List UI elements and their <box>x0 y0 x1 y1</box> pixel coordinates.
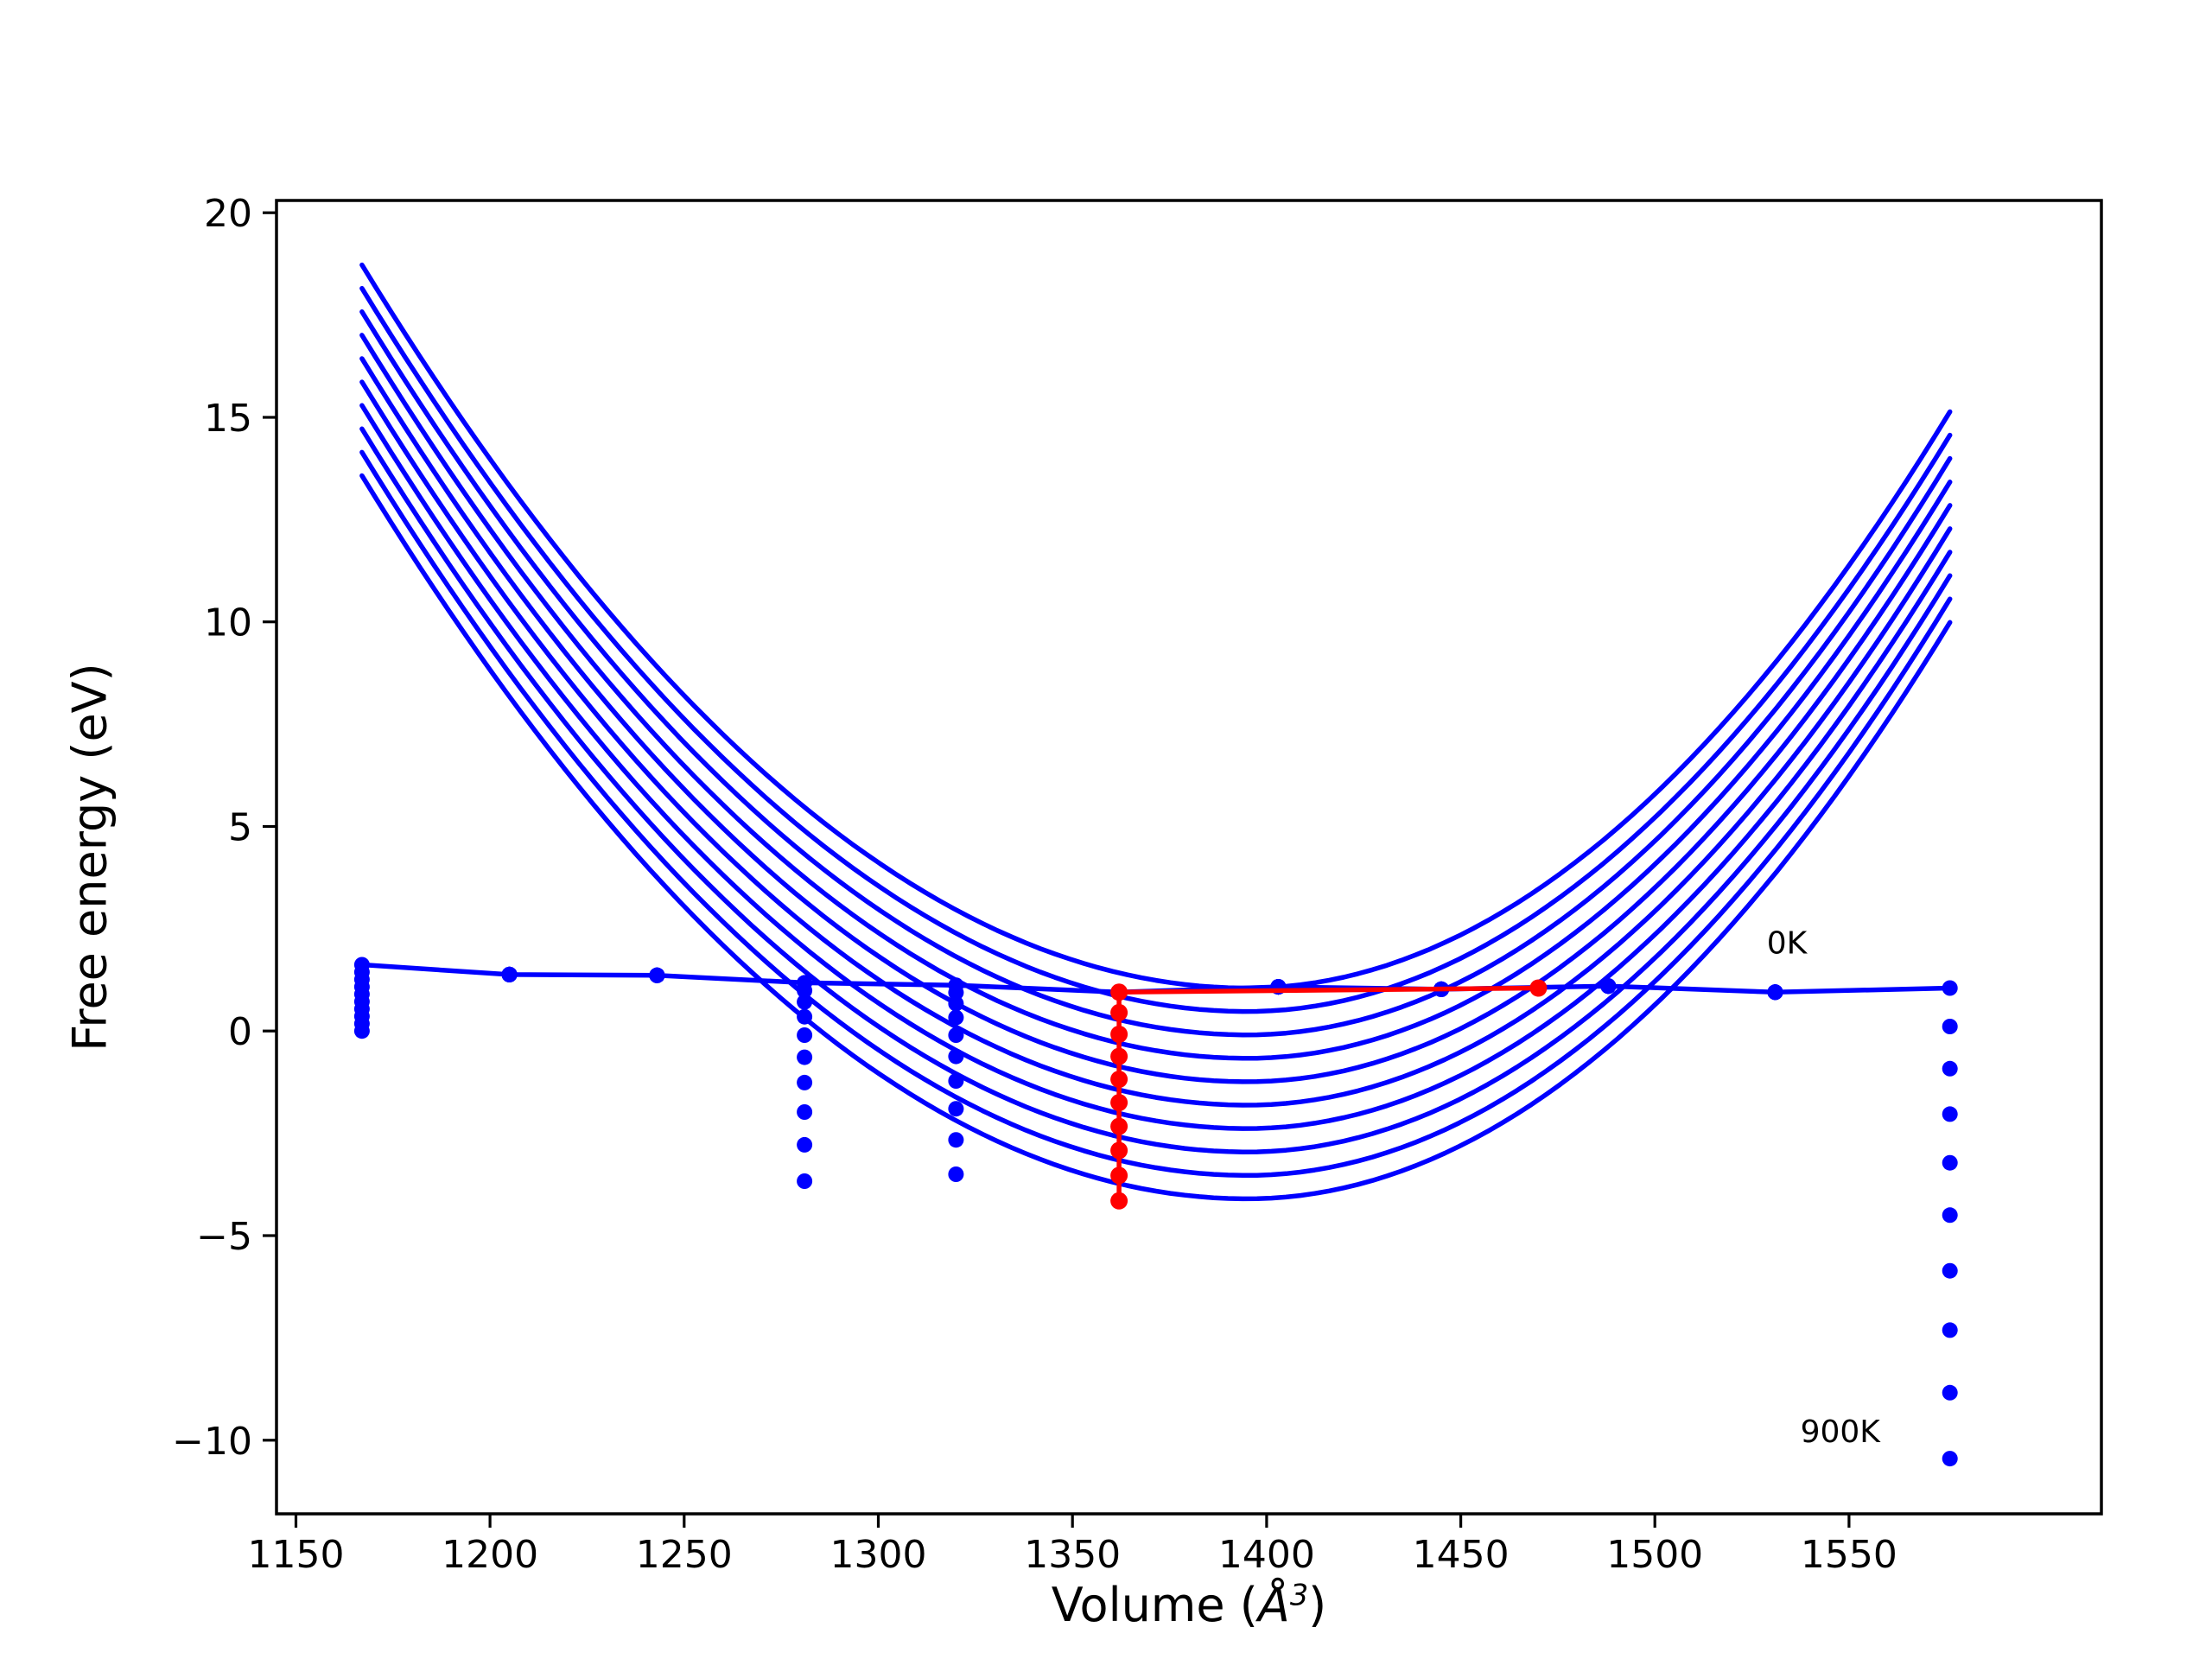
free-energy-point-100K <box>1942 1019 1958 1034</box>
free-energy-point-900K <box>353 1023 370 1039</box>
free-energy-point-500K <box>797 1049 813 1065</box>
x-axis-label-suffix: ) <box>1308 1578 1327 1632</box>
free-energy-point-900K <box>797 1173 813 1189</box>
free-energy-point-800K <box>948 1132 964 1148</box>
eos-curve-300K <box>359 333 1953 1061</box>
x-tick-label: 1400 <box>1218 1533 1315 1577</box>
y-tick-label: 0 <box>228 1010 252 1054</box>
annotation-900K: 900K <box>1801 1414 1882 1450</box>
x-tick-label: 1200 <box>442 1533 538 1577</box>
x-tick-label: 1150 <box>248 1533 345 1577</box>
annotation-0K: 0K <box>1767 925 1808 961</box>
x-tick-label: 1450 <box>1413 1533 1510 1577</box>
x-tick-label: 1550 <box>1801 1533 1897 1577</box>
free-energy-point-500K <box>948 1048 964 1065</box>
free-energy-point-500K <box>1942 1207 1958 1224</box>
eos-curve-0K <box>359 262 1953 991</box>
y-axis-label: Free energy (eV) <box>62 663 118 1052</box>
free-energy-point-900K <box>1942 1451 1958 1467</box>
x-tick-label: 1250 <box>636 1533 733 1577</box>
x-axis-label: Volume (Å3) <box>1052 1578 1326 1632</box>
minimum-point-6 <box>1110 1094 1128 1112</box>
free-energy-point-800K <box>797 1136 813 1153</box>
x-tick-label: 1500 <box>1606 1533 1703 1577</box>
free-energy-point-400K <box>797 1027 813 1043</box>
free-energy-point-300K <box>797 1008 813 1025</box>
x-axis-label-prefix: Volume ( <box>1051 1578 1258 1632</box>
minimum-point-7 <box>1110 1117 1128 1135</box>
free-energy-point-900K <box>1600 978 1617 995</box>
minimum-point-2 <box>1110 1003 1128 1021</box>
plot-frame <box>275 199 2103 1516</box>
eos-curve-900K <box>359 473 1953 1202</box>
y-tick-label: 10 <box>204 601 252 645</box>
minimum-point-5 <box>1110 1071 1128 1089</box>
eos-curve-700K <box>359 426 1953 1154</box>
free-energy-point-300K <box>948 1009 964 1026</box>
angstrom-symbol: Å <box>1257 1578 1290 1632</box>
minimum-point-10 <box>1110 1192 1128 1210</box>
y-tick-label: 15 <box>204 397 252 441</box>
minimum-point-4 <box>1110 1047 1128 1065</box>
free-energy-point-300K <box>1942 1106 1958 1122</box>
free-energy-point-100K <box>948 984 964 1001</box>
free-energy-point-900K <box>649 967 665 983</box>
eos-curve-100K <box>359 285 1953 1014</box>
free-energy-point-400K <box>1942 1154 1958 1171</box>
minimum-point-3 <box>1110 1026 1128 1043</box>
free-energy-point-700K <box>1942 1322 1958 1338</box>
free-energy-point-800K <box>1942 1384 1958 1401</box>
eos-curve-600K <box>359 403 1953 1131</box>
y-tick-label: 5 <box>228 806 252 850</box>
x-tick-label: 1300 <box>830 1533 927 1577</box>
free-energy-point-0K <box>1942 980 1958 996</box>
y-tick-label: −5 <box>196 1215 252 1259</box>
free-energy-point-100K <box>797 982 813 999</box>
eos-curve-400K <box>359 356 1953 1084</box>
y-tick-label: −10 <box>172 1420 252 1464</box>
free-energy-point-600K <box>948 1073 964 1089</box>
free-energy-point-600K <box>1942 1262 1958 1279</box>
free-energy-point-900K <box>501 966 518 982</box>
free-energy-point-600K <box>797 1074 813 1090</box>
eos-curve-800K <box>359 449 1953 1179</box>
minimum-point-0 <box>1529 979 1548 997</box>
x-tick-label: 1350 <box>1024 1533 1121 1577</box>
free-energy-point-200K <box>1942 1060 1958 1077</box>
minimum-point-9 <box>1110 1166 1128 1185</box>
free-energy-point-900K <box>948 1166 964 1182</box>
minimum-point-8 <box>1110 1141 1128 1160</box>
free-energy-point-900K <box>1767 984 1783 1001</box>
eos-curve-500K <box>359 379 1953 1108</box>
free-energy-point-200K <box>948 995 964 1012</box>
free-energy-point-400K <box>948 1027 964 1043</box>
angstrom-exponent: 3 <box>1289 1578 1309 1612</box>
free-energy-point-700K <box>948 1101 964 1117</box>
y-tick-label: 20 <box>204 192 252 236</box>
free-energy-point-200K <box>797 994 813 1010</box>
minimum-point-1 <box>1110 983 1128 1001</box>
free-energy-point-700K <box>797 1104 813 1120</box>
eos-curve-200K <box>359 309 1953 1038</box>
